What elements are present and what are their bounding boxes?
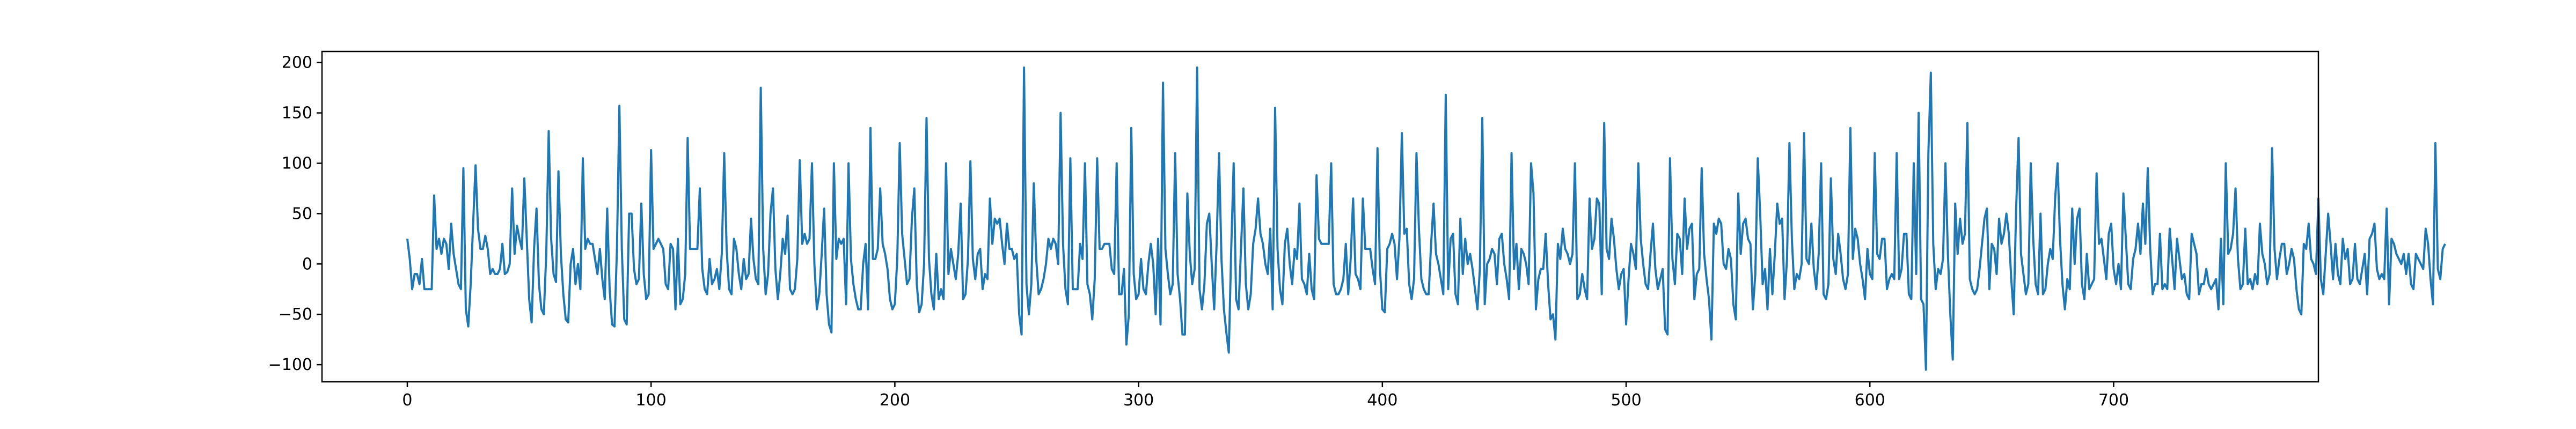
y-tick-label: 150 xyxy=(282,104,312,123)
y-tick-label: 200 xyxy=(282,54,312,72)
x-tick-label: 500 xyxy=(1611,391,1641,410)
y-tick-label: 0 xyxy=(302,255,312,273)
y-axis-ticks: −100 −50 0 50 100 150 200 xyxy=(268,54,322,374)
x-tick-label: 600 xyxy=(1855,391,1885,410)
x-tick-label: 100 xyxy=(636,391,667,410)
x-tick-label: 0 xyxy=(402,391,412,410)
series-line-0 xyxy=(406,66,2446,371)
y-tick-label: −100 xyxy=(268,356,312,374)
y-tick-label: −50 xyxy=(279,305,312,324)
x-tick-label: 200 xyxy=(880,391,910,410)
x-tick-label: 300 xyxy=(1123,391,1154,410)
x-axis-ticks: 0 100 200 300 400 500 600 700 xyxy=(402,382,2129,410)
x-tick-label: 400 xyxy=(1367,391,1397,410)
plot-content xyxy=(406,66,2446,371)
y-tick-label: 50 xyxy=(292,204,312,223)
x-tick-label: 700 xyxy=(2098,391,2129,410)
y-tick-label: 100 xyxy=(282,154,312,173)
plot-frame xyxy=(321,50,2319,383)
